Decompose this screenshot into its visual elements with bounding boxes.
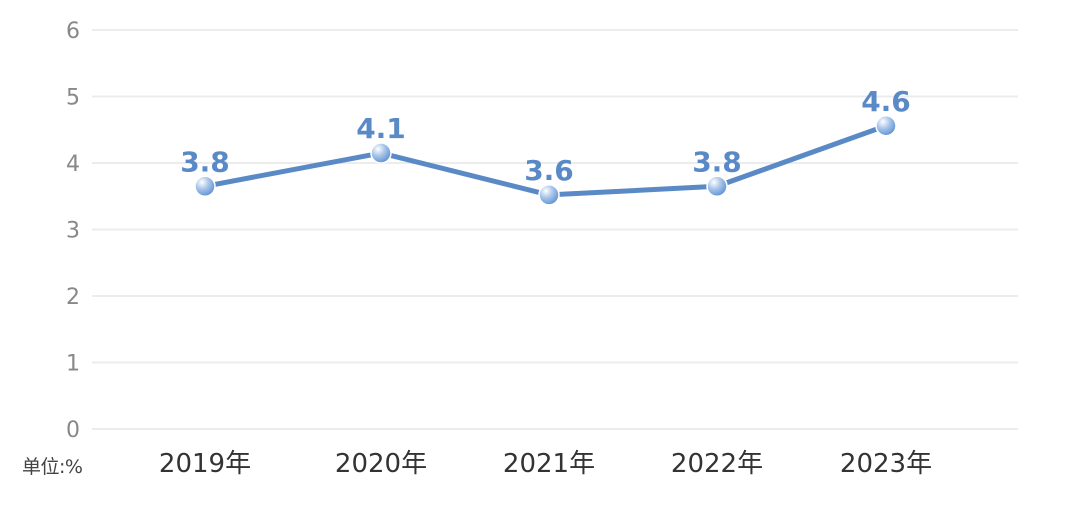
y-tick-label: 4 (66, 152, 80, 177)
x-axis-ticks: 2019年 2020年 2021年 2022年 2023年 (159, 449, 932, 479)
data-label: 3.8 (692, 145, 742, 178)
unit-label: 单位:% (22, 456, 83, 478)
data-point-marker (538, 184, 560, 206)
y-tick-label: 3 (66, 219, 80, 244)
y-axis-ticks: 0 1 2 3 4 5 6 (66, 19, 80, 443)
data-label: 3.8 (180, 145, 230, 178)
data-point-marker (875, 115, 897, 137)
data-label: 3.6 (524, 154, 574, 187)
y-tick-label: 0 (66, 418, 80, 443)
x-tick-label: 2020年 (335, 449, 427, 479)
x-tick-label: 2021年 (503, 449, 595, 479)
data-point-marker (706, 175, 728, 198)
x-tick-label: 2023年 (840, 449, 932, 479)
x-tick-label: 2019年 (159, 449, 251, 479)
data-points (194, 115, 897, 206)
data-point-marker (194, 175, 216, 198)
data-point-marker (370, 142, 392, 164)
y-tick-label: 1 (66, 352, 80, 377)
grid-lines (92, 29, 1018, 430)
data-label: 4.6 (861, 85, 911, 118)
data-labels: 3.8 4.1 3.6 3.8 4.6 (180, 85, 911, 187)
y-tick-label: 5 (66, 86, 80, 111)
y-tick-label: 2 (66, 285, 80, 310)
x-tick-label: 2022年 (671, 449, 763, 479)
y-tick-label: 6 (66, 19, 80, 44)
data-label: 4.1 (356, 112, 406, 145)
